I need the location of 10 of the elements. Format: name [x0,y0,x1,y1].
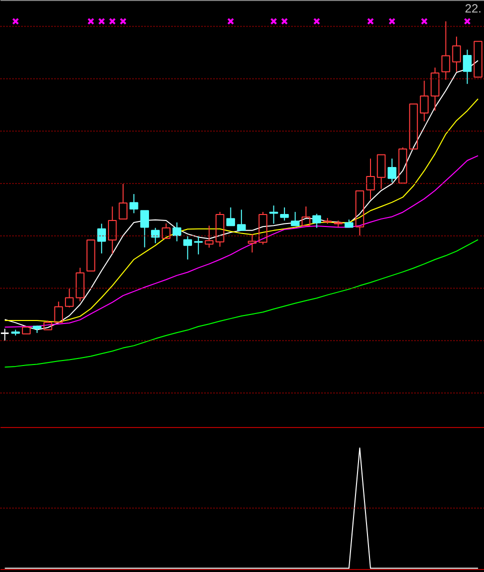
candlestick [172,222,182,242]
candlestick [430,67,440,112]
candlestick [248,233,257,253]
candlestick [366,158,375,200]
candlestick [97,223,106,254]
candlestick [420,80,429,122]
candlestick [462,49,472,84]
text: 22. [464,2,482,16]
candlestick [108,206,117,254]
candlestick [452,36,461,72]
